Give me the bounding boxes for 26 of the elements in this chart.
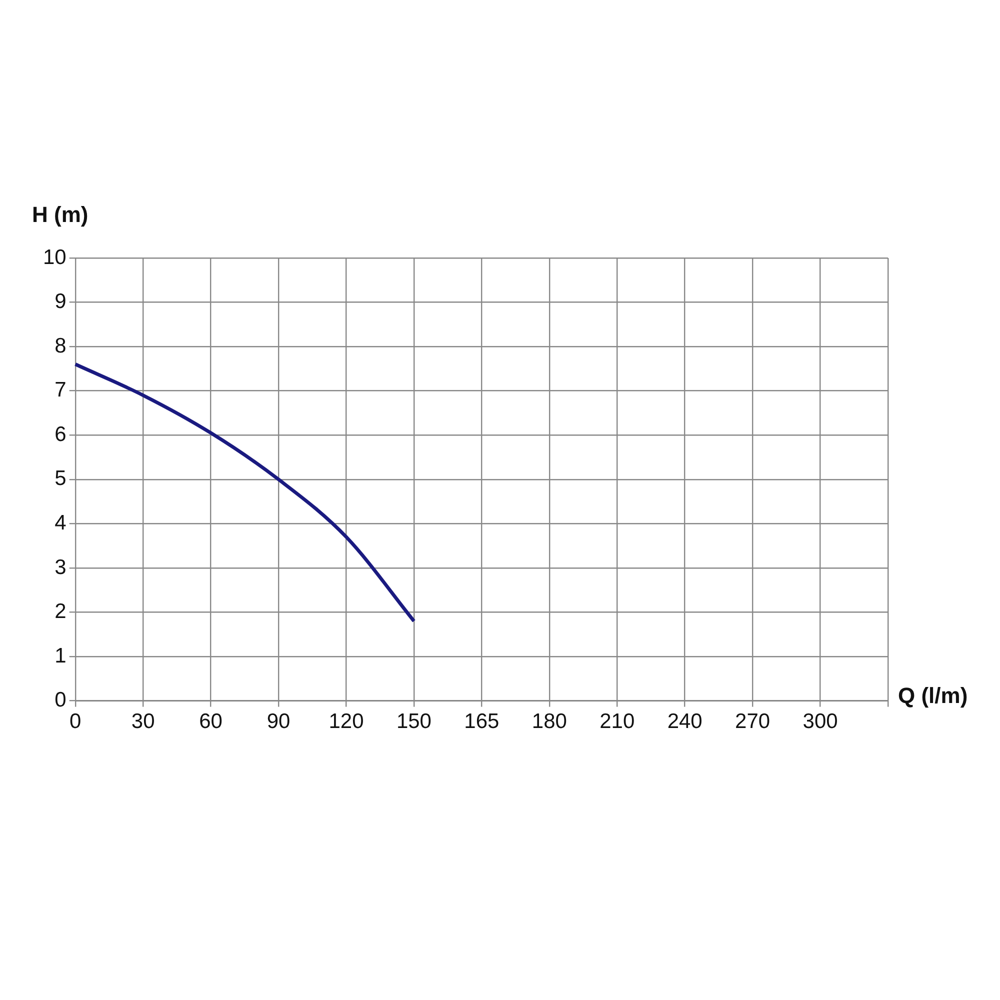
- x-tick-label: 0: [70, 710, 82, 734]
- line-series: [74, 362, 416, 623]
- x-tick-label: 210: [600, 710, 635, 734]
- y-tick-label: 9: [54, 290, 66, 314]
- x-tick-label: 30: [131, 710, 155, 734]
- y-tick-label: 8: [54, 334, 66, 358]
- x-tick-label: 240: [667, 710, 702, 734]
- y-tick-label: 10: [43, 246, 66, 269]
- y-tick-label: 0: [54, 688, 66, 712]
- x-tick-label: 150: [396, 710, 432, 734]
- y-tick-label: 6: [54, 422, 66, 446]
- x-tick-label: 300: [802, 710, 838, 734]
- y-tick-label: 7: [54, 378, 66, 402]
- x-tick-label: 60: [199, 710, 222, 734]
- y-tick-label: 4: [54, 511, 67, 534]
- x-tick-label: 120: [328, 710, 364, 734]
- y-tick-label: 2: [54, 600, 66, 624]
- x-tick-label: 180: [532, 710, 567, 734]
- x-tick-label: 270: [735, 710, 770, 734]
- y-axis-title: H (m): [32, 202, 88, 228]
- y-tick-label: 3: [54, 556, 66, 579]
- x-tick-label: 165: [464, 710, 500, 734]
- y-tick-label: 1: [54, 644, 66, 668]
- x-tick-label: 90: [266, 710, 290, 734]
- y-tick-label: 5: [54, 467, 66, 490]
- x-axis-title: Q (l/m): [898, 682, 968, 708]
